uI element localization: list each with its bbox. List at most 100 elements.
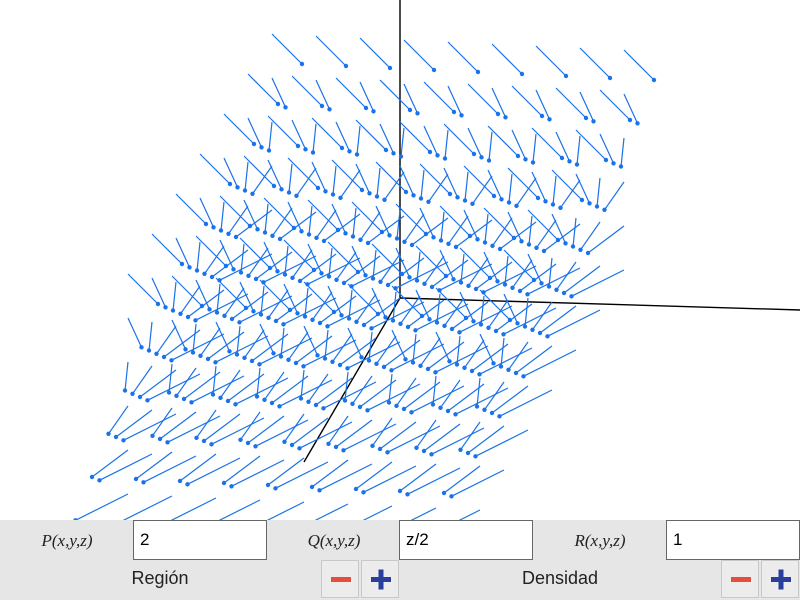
field-vector (296, 167, 317, 197)
field-vector (392, 291, 397, 321)
vector-tip (537, 330, 543, 336)
field-vector (352, 207, 357, 237)
field-vector (266, 501, 305, 520)
field-vector (527, 209, 559, 241)
field-vector (551, 169, 583, 201)
vector-tip (299, 61, 305, 67)
field-vector (419, 207, 435, 238)
vector-tip (478, 322, 484, 327)
field-vector (419, 163, 451, 195)
density-increase-button[interactable] (761, 560, 799, 598)
vector-tip (410, 360, 416, 365)
field-vector (352, 375, 373, 405)
field-vector (439, 263, 493, 291)
vector-field-3d-view[interactable] (0, 0, 800, 520)
vector-tip (463, 315, 469, 321)
vector-tip (299, 229, 304, 234)
field-vector (156, 325, 177, 355)
vector-tip (223, 263, 229, 269)
vector-tip (122, 388, 128, 393)
vector-tip (278, 354, 284, 359)
vector-tip (515, 153, 521, 159)
field-vector (459, 291, 475, 322)
vector-tip (467, 233, 473, 239)
density-decrease-button[interactable] (721, 560, 759, 598)
field-vector (400, 295, 421, 325)
field-vector (343, 255, 381, 284)
field-vector (503, 249, 535, 281)
field-vector (312, 123, 317, 153)
vector-tip (298, 396, 304, 401)
vector-tip (374, 361, 379, 366)
vector-tip (453, 412, 458, 417)
field-vector (460, 253, 465, 283)
vector-tip (331, 309, 337, 315)
vector-tip (289, 442, 295, 448)
vector-tip (507, 317, 513, 323)
field-vector (443, 167, 459, 198)
vector-tip (218, 228, 224, 233)
vector-tip (497, 414, 502, 419)
r-function-input[interactable] (666, 520, 800, 560)
vector-tip (435, 153, 440, 158)
field-vector (127, 273, 159, 305)
vector-tip (386, 400, 392, 405)
vector-tip (457, 330, 462, 335)
region-decrease-button[interactable] (321, 560, 359, 598)
vector-tip (441, 490, 447, 496)
p-function-input[interactable] (133, 520, 267, 560)
vector-tip (218, 395, 223, 400)
vector-tip (534, 245, 539, 250)
field-vector (444, 129, 449, 159)
vector-tip (121, 438, 126, 443)
vector-tip (194, 268, 200, 273)
field-vector (239, 295, 293, 323)
field-vector (508, 341, 529, 371)
field-vector (291, 75, 323, 107)
field-vector (523, 349, 577, 377)
vector-tip (383, 315, 388, 320)
field-vector (108, 405, 129, 435)
field-vector (192, 323, 197, 353)
field-vector (91, 449, 129, 478)
field-vector (196, 241, 201, 271)
field-vector (280, 327, 285, 357)
field-vector (167, 415, 221, 443)
field-vector (487, 169, 503, 200)
field-vector (391, 329, 407, 360)
vector-tip (426, 199, 431, 204)
field-vector (355, 461, 393, 490)
vector-tip (225, 398, 231, 404)
vector-tip (559, 155, 565, 161)
vector-tip (330, 192, 336, 197)
field-vector (224, 287, 245, 317)
field-vector (219, 253, 273, 281)
vector-tip (377, 446, 383, 452)
field-vector (439, 205, 471, 237)
vector-tip (363, 105, 369, 111)
vector-tip (447, 359, 452, 364)
field-vector (303, 325, 319, 356)
vector-tip (305, 282, 310, 287)
field-vector (235, 377, 289, 405)
vector-field-canvas[interactable] (0, 0, 800, 520)
q-function-input[interactable] (399, 520, 533, 560)
field-vector (531, 171, 547, 202)
field-vector (455, 387, 509, 415)
region-increase-button[interactable] (361, 560, 399, 598)
vector-tip (177, 478, 183, 484)
vector-tip (462, 365, 467, 370)
minus-icon (731, 577, 751, 582)
vector-tip (205, 356, 211, 362)
vector-tip (283, 105, 288, 110)
vector-tip (423, 231, 429, 237)
vector-tip (583, 115, 589, 121)
vector-tip (295, 311, 300, 316)
vector-tip (339, 313, 344, 318)
vector-tip (510, 285, 515, 290)
vector-tip (133, 476, 139, 482)
field-vector (304, 287, 309, 317)
vector-tip (453, 244, 459, 250)
field-vector (275, 461, 329, 489)
field-vector (396, 209, 401, 239)
